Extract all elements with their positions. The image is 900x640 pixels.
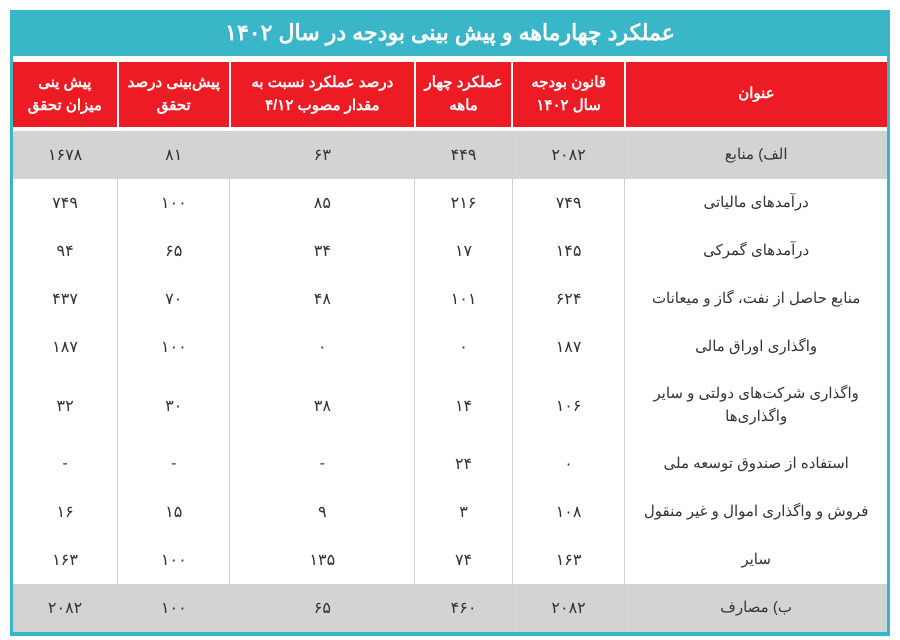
data-cell: ۲۰۸۲ [512, 129, 624, 179]
data-cell: ۱۰۶ [512, 371, 624, 440]
data-cell: ۱۴ [415, 371, 513, 440]
data-cell: ۱۰۰ [118, 179, 230, 227]
data-cell: ۱۸۷ [13, 323, 118, 371]
col-budget-law: قانون بودجه سال ۱۴۰۲ [512, 59, 624, 129]
data-cell: ۱۶۳ [512, 536, 624, 584]
data-cell: ۱۶ [13, 488, 118, 536]
table-row: واگذاری شرکت‌های دولتی و سایر واگذاری‌ها… [13, 371, 887, 440]
row-title-cell: منابع حاصل از نفت، گاز و میعانات [625, 275, 887, 323]
row-title-cell: استفاده از صندوق توسعه ملی [625, 440, 887, 488]
table-body: الف) منابع۲۰۸۲۴۴۹۶۳۸۱۱۶۷۸درآمدهای مالیات… [13, 129, 887, 632]
data-cell: ۸۱ [118, 129, 230, 179]
table-row: استفاده از صندوق توسعه ملی۰۲۴--- [13, 440, 887, 488]
col-forecast-amt: پیش ینی میزان تحقق [13, 59, 118, 129]
data-cell: ۰ [230, 323, 415, 371]
data-cell: ۲۴ [415, 440, 513, 488]
data-cell: - [230, 440, 415, 488]
data-cell: ۶۲۴ [512, 275, 624, 323]
budget-table: عنوان قانون بودجه سال ۱۴۰۲ عملکرد چهار م… [13, 56, 887, 632]
table-row: الف) منابع۲۰۸۲۴۴۹۶۳۸۱۱۶۷۸ [13, 129, 887, 179]
data-cell: ۳۸ [230, 371, 415, 440]
data-cell: ۲۱۶ [415, 179, 513, 227]
table-title: عملکرد چهارماهه و پیش بینی بودجه در سال … [13, 10, 887, 56]
row-title-cell: واگذاری اوراق مالی [625, 323, 887, 371]
data-cell: ۱۶۳ [13, 536, 118, 584]
data-cell: ۳۴ [230, 227, 415, 275]
data-cell: ۳۰ [118, 371, 230, 440]
data-cell: ۱۷ [415, 227, 513, 275]
data-cell: ۴۳۷ [13, 275, 118, 323]
data-cell: ۳۲ [13, 371, 118, 440]
data-cell: ۹۴ [13, 227, 118, 275]
table-row: درآمدهای مالیاتی۷۴۹۲۱۶۸۵۱۰۰۷۴۹ [13, 179, 887, 227]
data-cell: ۷۴۹ [13, 179, 118, 227]
table-row: ب) مصارف۲۰۸۲۴۶۰۶۵۱۰۰۲۰۸۲ [13, 584, 887, 632]
table-row: واگذاری اوراق مالی۱۸۷۰۰۱۰۰۱۸۷ [13, 323, 887, 371]
row-title-cell: ب) مصارف [625, 584, 887, 632]
data-cell: ۷۴۹ [512, 179, 624, 227]
data-cell: ۹ [230, 488, 415, 536]
data-cell: ۶۵ [118, 227, 230, 275]
data-cell: ۱۴۵ [512, 227, 624, 275]
data-cell: ۶۵ [230, 584, 415, 632]
table-row: درآمدهای گمرکی۱۴۵۱۷۳۴۶۵۹۴ [13, 227, 887, 275]
data-cell: - [13, 440, 118, 488]
col-title: عنوان [625, 59, 887, 129]
data-cell: ۱۰۰ [118, 536, 230, 584]
row-title-cell: الف) منابع [625, 129, 887, 179]
data-cell: ۳ [415, 488, 513, 536]
data-cell: ۱۰۰ [118, 584, 230, 632]
data-cell: ۰ [512, 440, 624, 488]
data-cell: ۷۴ [415, 536, 513, 584]
data-cell: ۱۰۸ [512, 488, 624, 536]
col-4month-perf: عملکرد چهار ماهه [415, 59, 513, 129]
data-cell: ۴۶۰ [415, 584, 513, 632]
data-cell: ۲۰۸۲ [13, 584, 118, 632]
header-row: عنوان قانون بودجه سال ۱۴۰۲ عملکرد چهار م… [13, 59, 887, 129]
data-cell: ۱۶۷۸ [13, 129, 118, 179]
row-title-cell: فروش و واگذاری اموال و غیر منقول [625, 488, 887, 536]
data-cell: ۰ [415, 323, 513, 371]
data-cell: ۱۳۵ [230, 536, 415, 584]
data-cell: ۱۰۰ [118, 323, 230, 371]
table-row: سایر۱۶۳۷۴۱۳۵۱۰۰۱۶۳ [13, 536, 887, 584]
data-cell: ۶۳ [230, 129, 415, 179]
table-row: منابع حاصل از نفت، گاز و میعانات۶۲۴۱۰۱۴۸… [13, 275, 887, 323]
data-cell: ۲۰۸۲ [512, 584, 624, 632]
row-title-cell: واگذاری شرکت‌های دولتی و سایر واگذاری‌ها [625, 371, 887, 440]
row-title-cell: درآمدهای گمرکی [625, 227, 887, 275]
col-perf-pct: درصد عملکرد نسبت به مقدار مصوب ۴/۱۲ [230, 59, 415, 129]
row-title-cell: درآمدهای مالیاتی [625, 179, 887, 227]
data-cell: ۱۸۷ [512, 323, 624, 371]
data-cell: ۱۰۱ [415, 275, 513, 323]
data-cell: ۸۵ [230, 179, 415, 227]
col-forecast-pct: پیش‌بینی درصد تحقق [118, 59, 230, 129]
data-cell: - [118, 440, 230, 488]
table-container: عملکرد چهارماهه و پیش بینی بودجه در سال … [10, 10, 890, 636]
data-cell: ۷۰ [118, 275, 230, 323]
data-cell: ۴۴۹ [415, 129, 513, 179]
table-row: فروش و واگذاری اموال و غیر منقول۱۰۸۳۹۱۵۱… [13, 488, 887, 536]
data-cell: ۴۸ [230, 275, 415, 323]
row-title-cell: سایر [625, 536, 887, 584]
data-cell: ۱۵ [118, 488, 230, 536]
